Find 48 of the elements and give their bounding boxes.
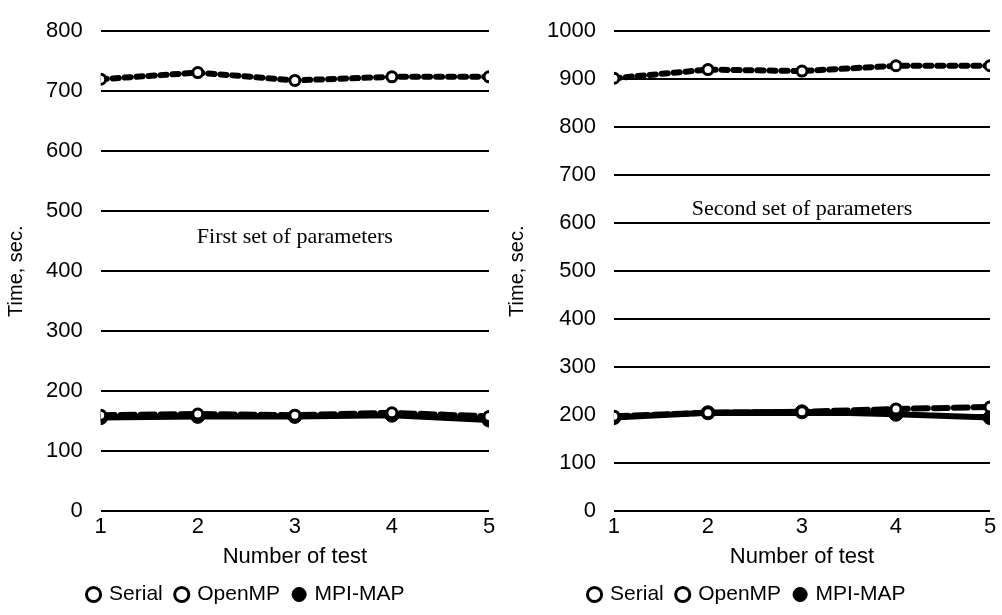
annotation: Second set of parameters: [691, 194, 913, 220]
legend-label: Serial: [109, 581, 163, 605]
x-tick-label: 5: [482, 513, 496, 539]
x-tick-label: 1: [94, 513, 107, 539]
y-tick-label: 400: [559, 305, 596, 331]
x-tick-label: 3: [288, 513, 301, 539]
y-tick-label: 0: [583, 497, 596, 523]
x-axis-title: Number of test: [729, 542, 875, 568]
legend-label: MPI-MAP: [815, 581, 906, 605]
y-tick-label: 500: [559, 257, 596, 283]
y-tick-label: 1000: [546, 17, 596, 43]
y-tick-label: 700: [559, 161, 596, 187]
x-tick-label: 4: [385, 513, 399, 539]
legend-label: MPI-MAP: [314, 581, 405, 605]
point: [191, 66, 205, 80]
y-tick-label: 900: [559, 65, 596, 91]
point: [385, 70, 399, 84]
y-axis-title: Time, sec.: [3, 225, 26, 317]
y-tick-label: 300: [559, 353, 596, 379]
y-tick-label: 0: [70, 497, 83, 523]
x-axis-title: Number of test: [222, 542, 367, 568]
point: [795, 64, 809, 78]
y-tick-label: 100: [559, 449, 596, 475]
x-tick-label: 1: [607, 513, 621, 539]
y-tick-label: 400: [45, 257, 83, 283]
y-tick-label: 500: [45, 197, 83, 223]
x-tick-label: 5: [983, 513, 997, 539]
legend-label: OpenMP: [698, 581, 782, 605]
legend-label: Serial: [610, 581, 664, 605]
y-tick-label: 200: [559, 401, 596, 427]
point: [288, 73, 302, 87]
y-tick-label: 100: [45, 437, 83, 463]
y-tick-label: 600: [45, 137, 83, 163]
point: [701, 63, 715, 77]
legend-label: OpenMP: [197, 581, 281, 605]
point: [889, 59, 903, 73]
y-axis-title: Time, sec.: [504, 225, 527, 317]
y-tick-label: 200: [45, 377, 83, 403]
y-tick-label: 600: [559, 209, 596, 235]
x-tick-label: 2: [191, 513, 204, 539]
x-tick-label: 4: [889, 513, 903, 539]
x-tick-label: 2: [701, 513, 715, 539]
y-tick-label: 700: [45, 77, 83, 103]
y-tick-label: 300: [45, 317, 83, 343]
x-tick-label: 3: [795, 513, 809, 539]
y-tick-label: 800: [559, 113, 596, 139]
annotation: First set of parameters: [196, 223, 393, 249]
y-tick-label: 800: [45, 17, 83, 43]
